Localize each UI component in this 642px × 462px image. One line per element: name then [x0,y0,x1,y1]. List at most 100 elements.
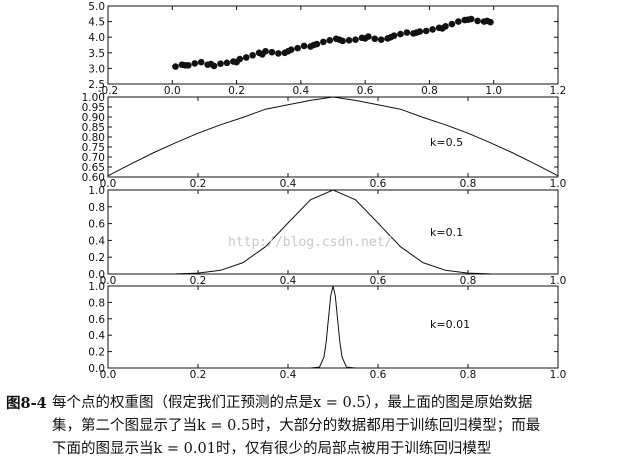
y-tick-label: 4.5 [88,17,105,29]
y-tick-label: 0.0 [88,363,105,375]
scatter-point [448,20,456,28]
y-tick-label: 0.4 [88,330,105,342]
x-tick-label: 0.6 [370,178,387,190]
plot-frame [107,189,559,275]
scatter-point [455,18,462,25]
scatter-point [268,48,276,56]
scatter-point [300,42,308,50]
scatter-point [403,29,411,36]
x-tick-label: 0.6 [370,369,387,380]
y-tick-label: 0.75 [82,142,105,154]
x-tick-label: 1.0 [550,275,567,287]
y-tick-label: 0.0 [88,269,105,281]
scatter-point [422,27,430,35]
scatter-point [464,16,472,24]
x-tick-label: 0.2 [190,178,207,190]
scatter-point [352,36,359,43]
caption-text: 每个点的权重图（假定我们正预测的点是x = 0.5），最上面的图是原始数据 集，… [52,392,638,461]
x-tick-label: 0.8 [460,275,477,287]
scatter-point [429,26,436,33]
caption-line-3: 下面的图显示当k = 0.01时，仅有很少的局部点被用于训练回归模型 [52,441,492,457]
caption-line-2: 集，第二个图显示了当k = 0.5时，大部分的数据都用于训练回归模型；而最 [52,418,541,434]
y-tick-label: 1.00 [82,92,105,104]
scatter-point [413,29,420,36]
watermark-text: http://blog.csdn.net/ [228,235,392,250]
y-tick-label: 1.0 [88,185,105,197]
scatter-point [284,47,292,55]
x-tick-label: 0.6 [370,275,387,287]
scatter-point [345,37,353,44]
plot-panel-3: 0.0 0.2 0.4 0.6 0.8 1.0 0.0 0.2 0.4 0.6 0.8 1.0 k=0.… [88,185,566,287]
x-tick-label: 1.2 [550,85,567,97]
x-tick-label: 0.4 [280,275,297,287]
plot-frame [107,285,559,369]
y-tick-label: 0.4 [88,235,105,247]
y-tick-label: 0.6 [88,219,105,231]
scatter-point [387,33,395,41]
scatter-point [397,30,404,38]
scatter-point [207,60,215,68]
y-tick-label: 0.95 [82,102,105,114]
plot-panel-4: 0.0 0.2 0.4 0.6 0.8 1.0 0.0 0.2 0.4 0.6 0.8 1.0 k=0.… [88,281,566,380]
x-tick-label: 0.4 [293,85,310,97]
k-annotation: k=0.5 [430,136,463,149]
weight-curve [107,96,559,177]
y-tick-label: 0.8 [88,297,105,309]
y-tick-label: 5.0 [88,1,105,13]
plot-panel-2: 0.0 0.2 0.4 0.6 0.8 1.00.600.650.700.750.800.… [82,92,567,190]
x-tick-label: 0.4 [280,369,297,380]
y-tick-label: 0.80 [82,132,105,144]
k-annotation: k=0.1 [430,226,463,239]
scatter-point [320,38,327,46]
x-tick-label: 0.8 [460,178,477,190]
caption-line-1: 每个点的权重图（假定我们正预测的点是x = 0.5），最上面的图是原始数据 [52,395,533,411]
x-tick-label: 0.4 [280,178,297,190]
x-tick-label: 0.8 [421,85,438,97]
y-tick-label: 0.6 [88,314,105,326]
x-tick-label: 0.6 [357,85,374,97]
y-tick-label: 1.0 [88,281,105,293]
x-tick-label: 0.0 [100,178,117,190]
plot-panel-1: -0.2 0.0 0.2 0.4 0.6 0.8 1.0 1.2 2.5 3.0 3.5 4.0 4.5… [88,1,566,97]
scatter-point [217,60,224,68]
y-tick-label: 4.0 [88,32,105,44]
scatter-point [371,35,379,43]
y-tick-label: 0.8 [88,202,105,214]
scatter-point [361,35,369,42]
scatter-point [438,25,446,32]
scatter-point [191,60,199,67]
y-tick-label: 0.85 [82,122,105,134]
x-tick-label: -0.2 [98,85,119,97]
x-tick-label: 1.0 [550,369,567,380]
scatter-point [197,58,205,66]
x-tick-label: 0.2 [228,85,245,97]
scatter-point [326,37,334,44]
k-annotation: k=0.01 [430,318,470,331]
scatter-point [233,58,240,66]
scatter-point [223,59,231,67]
y-tick-label: 0.2 [88,252,105,264]
y-tick-label: 3.0 [88,63,105,75]
scatter-point [275,50,282,57]
scatter-point [294,44,301,52]
scatter-point [258,51,266,58]
weight-curve [108,189,558,275]
x-tick-label: 1.0 [485,85,502,97]
scatter-point [249,51,256,59]
y-tick-label: 0.90 [82,112,105,124]
x-tick-label: 0.2 [190,369,207,380]
plot-frame [107,5,559,85]
y-tick-label: 0.2 [88,347,105,359]
y-tick-label: 0.70 [82,152,105,164]
x-tick-label: 0.8 [460,369,477,380]
caption-figure-number: 图8-4 [6,395,47,412]
y-tick-label: 0.60 [82,172,105,184]
scatter-point [483,17,491,25]
y-tick-label: 3.5 [88,48,105,60]
scatter-point [242,54,250,61]
x-tick-label: 1.0 [550,178,567,190]
x-tick-label: 0.2 [190,275,207,287]
plot-frame [107,96,559,178]
x-tick-label: 0.0 [100,275,117,287]
y-tick-label: 2.5 [88,79,105,91]
